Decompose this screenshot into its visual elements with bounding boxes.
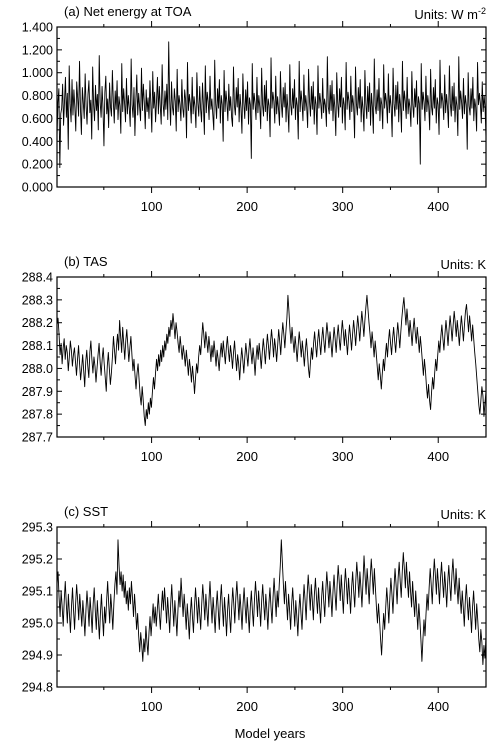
- y-tick-label: 0.400: [22, 135, 53, 149]
- y-tick-label: 295.3: [22, 521, 53, 535]
- units-label: Units: K: [440, 257, 486, 272]
- series-line-1: [56, 41, 487, 169]
- y-tick-label: 287.8: [22, 408, 53, 422]
- y-tick-label: 294.9: [22, 649, 53, 663]
- plot-frame: [56, 526, 487, 688]
- units-superscript: -2: [478, 6, 486, 16]
- y-tick-label: 294.8: [22, 681, 53, 695]
- y-tick-label: 0.200: [22, 158, 53, 172]
- panel-title: (c) SST: [64, 504, 108, 519]
- x-tick-label: 200: [236, 449, 258, 464]
- x-tick-label: 100: [141, 449, 163, 464]
- y-tick-label: 0.800: [22, 89, 53, 103]
- x-axis-label: Model years: [235, 726, 306, 741]
- x-tick-label: 100: [141, 699, 163, 714]
- x-tick-label: 400: [427, 699, 449, 714]
- x-tick-label: 200: [236, 199, 258, 214]
- series-line-1: [56, 294, 487, 427]
- units-label: Units: K: [440, 507, 486, 522]
- x-tick-label: 400: [427, 449, 449, 464]
- y-tick-label: 287.9: [22, 385, 53, 399]
- x-tick-label: 300: [332, 699, 354, 714]
- x-tick-label: 200: [236, 699, 258, 714]
- y-tick-label: 0.000: [22, 181, 53, 195]
- y-tick-label: 295.1: [22, 585, 53, 599]
- y-tick-label: 288.3: [22, 293, 53, 307]
- y-tick-label: 295.0: [22, 617, 53, 631]
- y-tick-label: 1.200: [22, 43, 53, 57]
- panel-title: (a) Net energy at TOA: [64, 4, 192, 19]
- panel-2: (b) TAS Units: K 287.7 287.8 287.9 288.0 288.1…: [22, 254, 487, 464]
- panel-1: (a) Net energy at TOA Units: W m-2 0.000 0.…: [22, 4, 487, 214]
- y-tick-label: 288.4: [22, 271, 53, 285]
- y-tick-label: 0.600: [22, 112, 53, 126]
- units-label: Units: W m-2: [414, 6, 486, 22]
- x-tick-label: 300: [332, 449, 354, 464]
- x-tick-label: 100: [141, 199, 163, 214]
- series-line-1: [56, 539, 487, 666]
- panel-title: (b) TAS: [64, 254, 108, 269]
- y-tick-label: 1.000: [22, 66, 53, 80]
- y-tick-label: 288.2: [22, 316, 53, 330]
- y-tick-label: 288.1: [22, 339, 53, 353]
- y-tick-label: 288.0: [22, 362, 53, 376]
- y-tick-label: 287.7: [22, 431, 53, 445]
- x-tick-label: 300: [332, 199, 354, 214]
- y-tick-label: 295.2: [22, 553, 53, 567]
- panel-3: (c) SST Units: K 294.8 294.9 295.0 295.1 295.2…: [22, 504, 487, 714]
- y-tick-label: 1.400: [22, 21, 53, 35]
- x-tick-label: 400: [427, 199, 449, 214]
